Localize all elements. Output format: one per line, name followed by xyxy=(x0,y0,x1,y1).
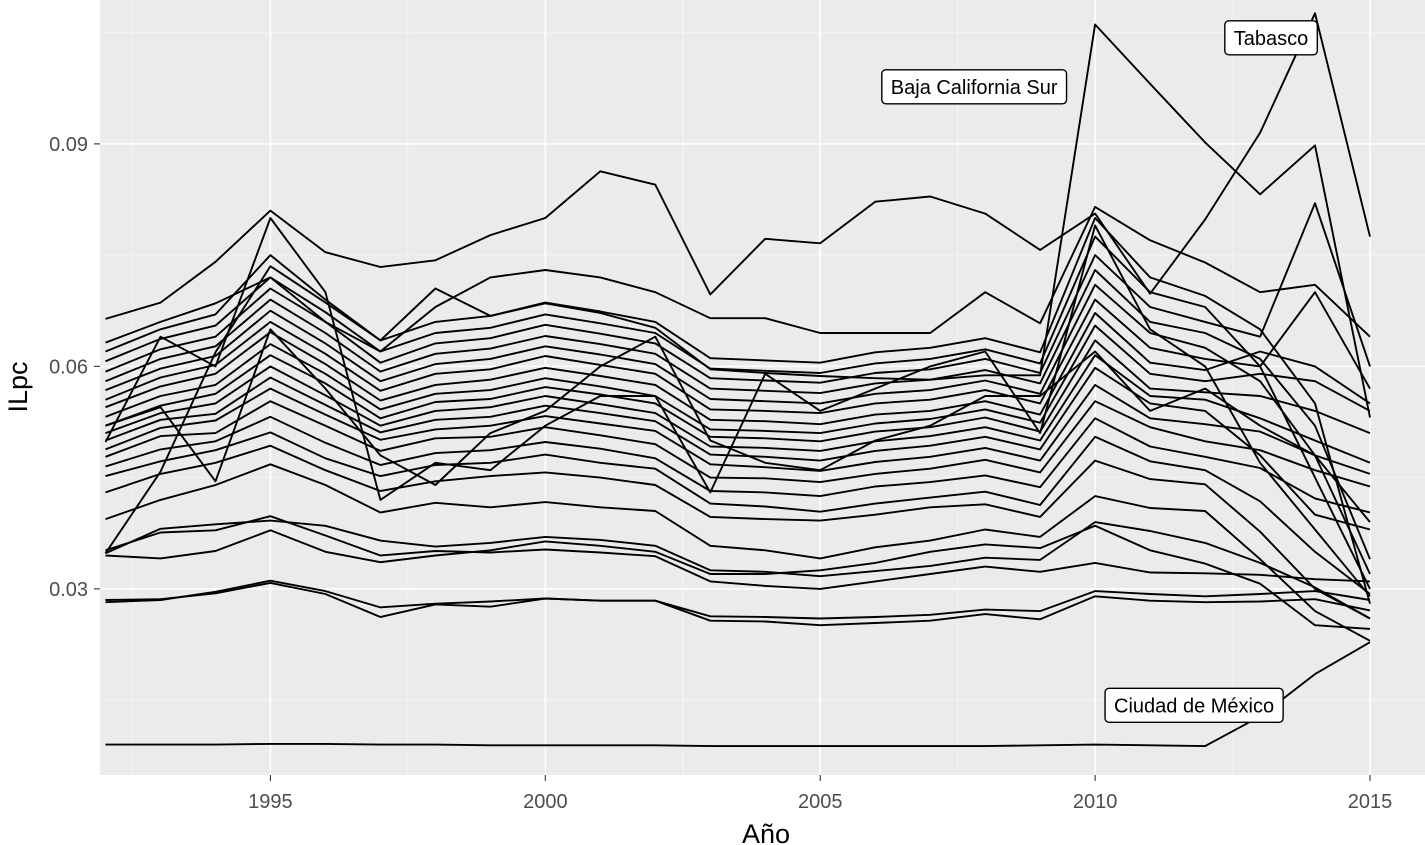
x-tick-label: 2005 xyxy=(798,791,843,813)
x-axis-title: Año xyxy=(742,819,790,845)
series-line-18 xyxy=(105,324,1371,435)
series-line-4 xyxy=(105,579,1371,620)
annotation-group: Tabasco Baja California Sur Ciudad de Méxi… xyxy=(881,20,1319,723)
x-axis: 1995 2000 2005 2010 2015 xyxy=(248,775,1392,813)
series-line-8 xyxy=(105,524,1371,630)
series-line-3 xyxy=(105,641,1371,748)
annotation-text: Baja California Sur xyxy=(891,77,1058,99)
y-axis: 0.03 0.06 0.09 xyxy=(49,134,100,601)
y-tick-label: 0.06 xyxy=(49,356,88,378)
series-line-5 xyxy=(105,581,1371,627)
series-line-25 xyxy=(105,217,1371,604)
series-line-12 xyxy=(105,415,1371,514)
series-line-28 xyxy=(105,328,1371,575)
plot-panel xyxy=(100,0,1425,775)
series-line-15 xyxy=(105,366,1371,531)
series-line-23 xyxy=(105,202,1371,384)
series-line-22 xyxy=(105,269,1371,560)
x-tick-label: 2000 xyxy=(523,791,568,813)
annotation-text: Ciudad de México xyxy=(1114,695,1274,717)
x-tick-label: 2015 xyxy=(1348,791,1393,813)
series-line-24 xyxy=(105,235,1371,590)
series-line-11 xyxy=(105,431,1371,595)
series-line-16 xyxy=(105,354,1371,464)
annotation-text: Tabasco xyxy=(1234,28,1309,50)
series-line-20 xyxy=(105,291,1371,415)
x-tick-label: 1995 xyxy=(248,791,293,813)
series-line-7 xyxy=(105,515,1371,590)
series-line-9 xyxy=(105,463,1371,642)
series-group xyxy=(104,12,1371,748)
series-line-6 xyxy=(105,519,1371,620)
y-tick-label: 0.03 xyxy=(49,579,88,601)
series-line-19 xyxy=(105,312,1371,426)
series-line-10 xyxy=(105,444,1371,620)
series-line-27 xyxy=(104,217,1371,597)
annotation-label-1: Tabasco xyxy=(1224,20,1319,56)
series-line-14 xyxy=(105,383,1371,475)
series-line-26 xyxy=(105,205,1371,353)
y-axis-title: ILpc xyxy=(3,361,33,412)
annotation-label-3: Ciudad de México xyxy=(1104,687,1284,723)
annotation-box xyxy=(881,69,1068,105)
annotation-label-2: Baja California Sur xyxy=(881,69,1068,105)
annotation-box xyxy=(1104,687,1284,723)
x-tick-label: 2010 xyxy=(1073,791,1118,813)
y-tick-label: 0.09 xyxy=(49,134,88,156)
annotation-box xyxy=(1224,20,1319,56)
series-line-13 xyxy=(105,400,1371,488)
series-line-1 xyxy=(104,23,1371,554)
